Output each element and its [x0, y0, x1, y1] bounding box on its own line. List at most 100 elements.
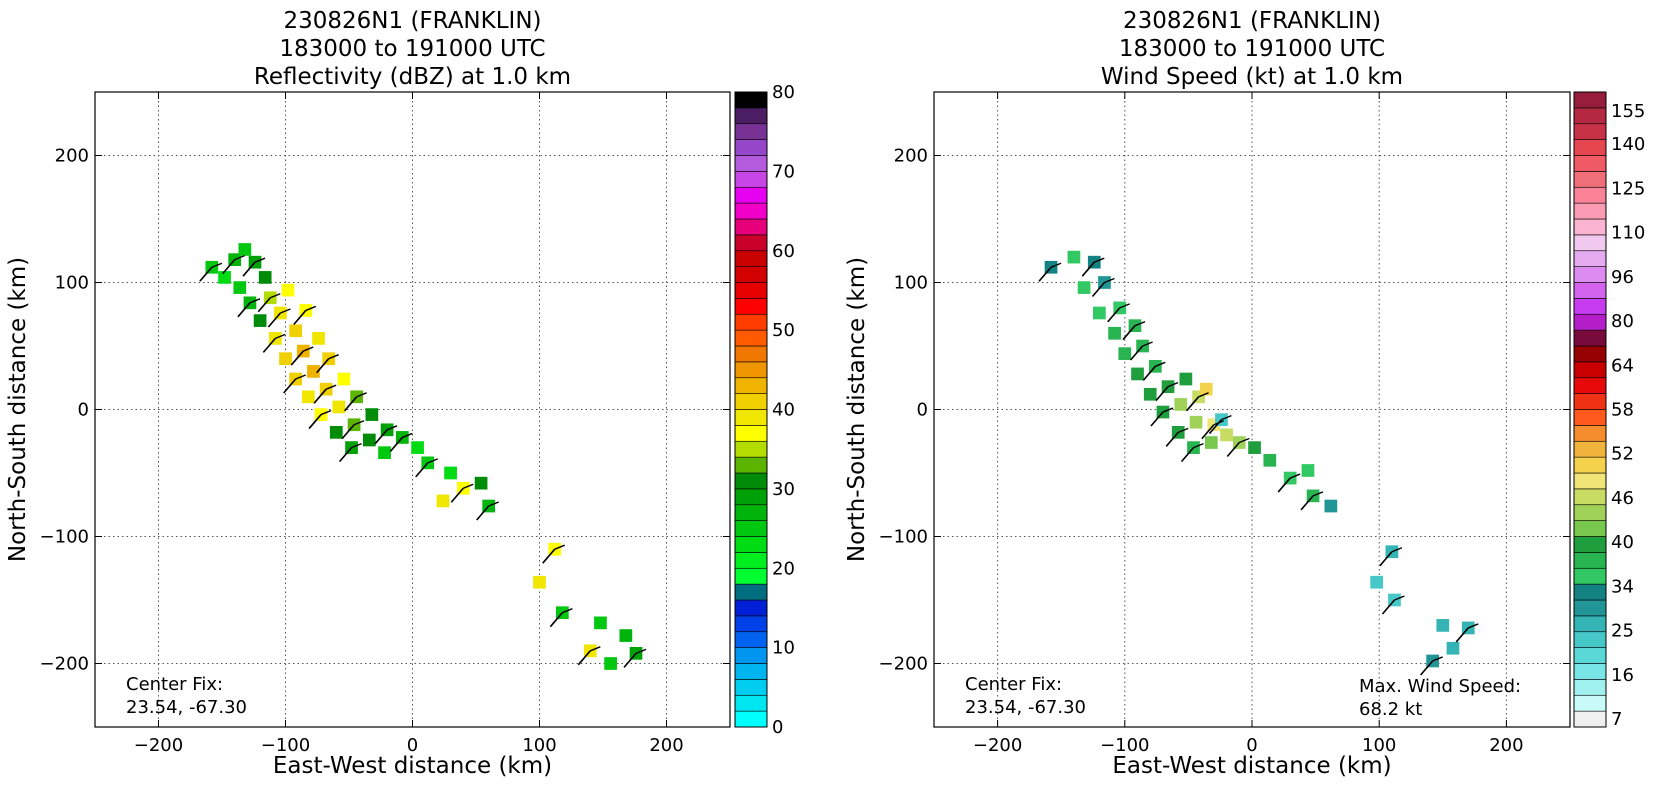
data-cell: [258, 271, 272, 284]
wind-barb: [1180, 447, 1195, 463]
x-tick-label: −200: [134, 735, 183, 756]
wind-barb-flag: [488, 501, 499, 507]
colorbar-segment: [734, 234, 768, 252]
wind-barb-flag: [1104, 277, 1115, 284]
colorbar-segment: [1573, 694, 1607, 712]
colorbar-segment: [734, 679, 768, 696]
data-cell: [411, 441, 424, 454]
wind-barb: [1107, 307, 1121, 323]
colorbar-segment: [734, 298, 768, 315]
colorbar-segment: [1573, 377, 1607, 394]
wind-barb-flag: [635, 648, 647, 654]
y-tick-label: −200: [40, 654, 89, 675]
wind-barb-flag: [1394, 595, 1405, 601]
wind-barb-flag: [356, 392, 367, 398]
wind-barb: [1420, 660, 1434, 676]
colorbar-tick-label: 16: [1611, 665, 1634, 686]
max-wind-label: Max. Wind Speed:: [1359, 676, 1521, 697]
wind-barb-flag: [328, 354, 339, 360]
colorbar-frame: [1573, 91, 1607, 728]
wind-barb: [1185, 396, 1200, 412]
wind-barb: [290, 350, 304, 366]
colorbar-segment: [734, 409, 768, 426]
wind-barb-flag: [1289, 473, 1301, 479]
plot-area: [95, 92, 730, 727]
colorbar-segment: [1573, 456, 1607, 474]
colorbar-tick-label: 155: [1611, 101, 1645, 122]
data-cell: [365, 408, 379, 421]
wind-barb: [313, 388, 327, 404]
wind-barb: [199, 266, 213, 282]
x-tick-label: 200: [1489, 735, 1523, 756]
wind-barb-flag: [1198, 392, 1209, 398]
wind-barb-flag: [1119, 303, 1130, 309]
colorbar-segment: [734, 329, 768, 347]
data-cell: [238, 243, 252, 256]
data-cell: [378, 446, 391, 460]
wind-barb-flag: [275, 333, 286, 340]
data-cell: [1077, 281, 1091, 294]
data-cell: [594, 616, 607, 630]
wind-barb-flag: [325, 384, 337, 390]
wind-barb: [623, 652, 637, 668]
colorbar-tick-label: 80: [772, 82, 795, 103]
colorbar-segment: [1573, 171, 1607, 188]
x-tick-label: 0: [1246, 735, 1257, 756]
colorbar-segment: [734, 425, 768, 442]
wind-barb-flag: [1134, 321, 1146, 327]
data-cell: [533, 575, 546, 589]
colorbar-tick-label: 10: [772, 638, 795, 659]
wind-barb: [542, 548, 556, 564]
wind-barb-flag: [1177, 427, 1189, 434]
colorbar-segment: [734, 91, 768, 109]
colorbar-tick-label: 80: [1611, 311, 1634, 332]
y-tick-label: −200: [879, 654, 928, 675]
chart-title-line-3: Reflectivity (dBZ) at 1.0 km: [254, 64, 571, 90]
wind-barb-flag: [1221, 415, 1232, 421]
colorbar-segment: [1573, 504, 1607, 521]
wind-barb: [476, 505, 490, 521]
colorbar-segment: [734, 567, 768, 585]
colorbar-tick-label: 50: [772, 320, 795, 341]
colorbar-segment: [1573, 91, 1607, 109]
data-cell: [307, 365, 320, 378]
colorbar-tick-label: 25: [1611, 621, 1634, 642]
wind-barb: [1091, 281, 1106, 298]
x-tick-label: −100: [261, 735, 310, 756]
colorbar-segment: [734, 139, 768, 156]
colorbar-tick-label: 110: [1611, 223, 1645, 244]
wind-barb: [1150, 411, 1164, 427]
colorbar-tick-label: 70: [772, 161, 795, 182]
colorbar-tick-label: 40: [772, 400, 795, 421]
colorbar-segment: [734, 107, 768, 125]
colorbar-tick-label: 20: [772, 558, 795, 579]
wind-barb: [341, 424, 355, 440]
colorbar-segment: [734, 583, 768, 601]
colorbar-segment: [1573, 520, 1607, 537]
wind-barb-flag: [1391, 547, 1403, 553]
wind-barb-flag: [303, 346, 314, 352]
data-cell: [218, 271, 231, 284]
colorbar-tick-label: 40: [1611, 532, 1634, 553]
data-cell: [1324, 499, 1338, 513]
y-tick-label: 200: [55, 146, 89, 167]
wind-barb: [338, 447, 353, 463]
colorbar-segment: [1573, 536, 1607, 553]
wind-barb-flag: [1167, 381, 1179, 388]
wind-barb: [283, 378, 297, 394]
colorbar-segment: [734, 663, 768, 680]
colorbar-segment: [1573, 409, 1607, 426]
colorbar-segment: [1573, 679, 1607, 696]
colorbar-segment: [734, 710, 768, 728]
colorbar-tick-label: 58: [1611, 400, 1634, 421]
colorbar-segment: [1573, 647, 1607, 664]
colorbar-segment: [1573, 361, 1607, 379]
colorbar: 0 10 20 30 40 50 60 70 80: [734, 82, 795, 738]
colorbar-frame: [734, 91, 768, 728]
colorbar-segment: [734, 171, 768, 188]
data-cell: [1143, 387, 1157, 401]
wind-barb-flag: [1432, 656, 1443, 662]
colorbar-tick-label: 52: [1611, 444, 1634, 465]
wind-barb: [1379, 551, 1393, 567]
